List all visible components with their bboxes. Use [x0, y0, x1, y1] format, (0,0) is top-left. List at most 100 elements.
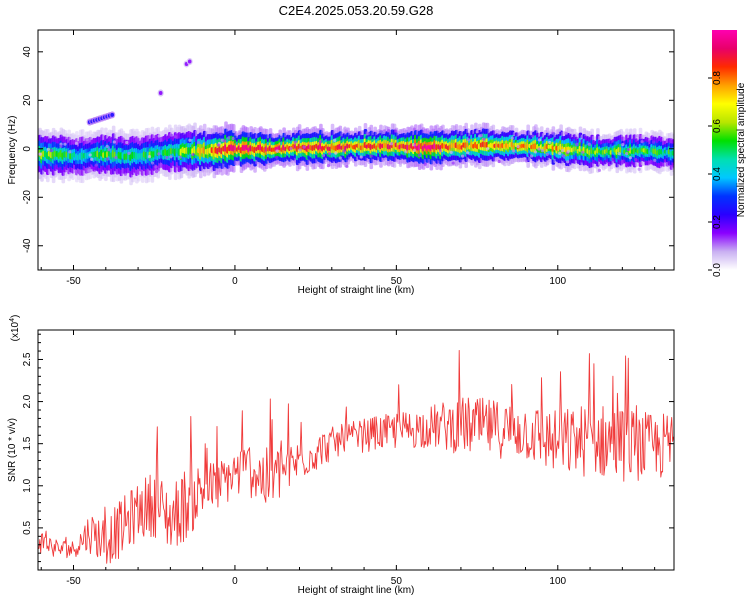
spectrogram-speck	[223, 139, 227, 143]
spectrogram-speck	[302, 145, 306, 149]
spectrogram-speck	[191, 152, 195, 157]
spectrogram-y-axis-title: Frequency (Hz)	[7, 116, 18, 185]
spectrogram-speck	[286, 161, 291, 165]
spectrogram-speck	[49, 148, 53, 153]
figure-title: C2E4.2025.053.20.59.G28	[279, 3, 434, 18]
spectrogram-speck	[321, 154, 325, 158]
spectrogram-speck	[404, 150, 408, 154]
snr-x-tick-label: -50	[66, 576, 81, 587]
spectrogram-speck	[345, 164, 349, 168]
snr-x-tick-label: 100	[549, 576, 566, 587]
spectrogram-speck	[545, 152, 550, 156]
colorbar-tick-label: 0.6	[712, 119, 723, 133]
spectrogram-speck	[438, 149, 443, 153]
colorbar-title: Normalized spectral amplitude	[736, 82, 747, 217]
spectrogram-speck	[626, 147, 630, 152]
spectrogram-speck	[298, 148, 302, 152]
snr-y-axis-title: SNR (10 * v/v)	[7, 418, 18, 482]
spectrogram-y-tick-label: -20	[22, 190, 33, 205]
spectrogram-speck	[123, 172, 127, 176]
snr-y-tick-label: 1.0	[22, 478, 33, 492]
spectrogram-speck	[112, 140, 116, 144]
spectrogram-speck	[279, 132, 283, 136]
spectrogram-speck	[127, 151, 131, 155]
snr-series-line	[38, 349, 674, 564]
snr-x-tick-label: 0	[232, 576, 238, 587]
spectrogram-speck	[216, 143, 221, 147]
snr-frame	[37, 329, 675, 571]
spectrogram-speck	[369, 154, 373, 158]
spectrogram-speck	[481, 162, 485, 166]
spectrogram-speck	[382, 130, 386, 135]
spectrogram-x-tick-label: 100	[549, 276, 566, 287]
spectrogram-speck	[466, 151, 470, 155]
colorbar-tick-label: 0.4	[712, 167, 723, 181]
spectrogram-speck	[105, 144, 109, 148]
spectrogram-speck	[275, 149, 279, 153]
spectrogram-speck	[531, 134, 535, 138]
spectrogram-speck	[566, 149, 571, 153]
snr-y-tick-label: 0.5	[22, 521, 33, 535]
spectrogram-speck	[147, 154, 152, 159]
spectrogram-y-ticks: -40 -20 0 20 40	[22, 46, 674, 253]
spectrogram-speck	[232, 129, 236, 134]
spectrogram-speck	[537, 138, 542, 142]
snr-multiplier-base: (x10	[10, 321, 21, 341]
colorbar-ticks: 0.0 0.2 0.4 0.6 0.8	[708, 71, 723, 277]
spectrogram-speck	[318, 140, 322, 144]
colorbar-tick-label: 0.8	[712, 71, 723, 85]
spectrogram-speck	[289, 146, 293, 151]
spectrogram-speck	[272, 163, 277, 167]
snr-panel: -50 0 50 100 0.5 1.0 1.5 2.0 2.5 Height of stra…	[7, 315, 675, 596]
spectrogram-speck	[398, 163, 402, 167]
spectrogram-speck	[114, 155, 118, 160]
spectrogram-speck	[197, 141, 201, 145]
spectrogram-speck	[640, 140, 644, 144]
spectrogram-y-tick-label: 0	[22, 146, 33, 152]
spectrogram-speck	[625, 152, 629, 156]
snr-y-tick-label: 2.5	[22, 352, 33, 366]
snr-x-ticks: -50 0 50 100	[40, 330, 656, 587]
spectrogram-speck	[333, 138, 337, 142]
spectrogram-speck	[212, 130, 216, 134]
spectrogram-speck	[366, 132, 370, 136]
spectrogram-speck	[327, 152, 332, 156]
spectrogram-speck	[38, 152, 42, 156]
spectrogram-speck	[524, 159, 528, 163]
spectrogram-x-ticks: -50 0 50 100	[40, 30, 656, 287]
spectrogram-speck	[275, 155, 279, 159]
spectrogram-speck	[449, 150, 453, 154]
spectrogram-speck	[107, 148, 111, 152]
spectrogram-speck	[173, 135, 177, 139]
colorbar-tick-label: 0.2	[712, 215, 723, 229]
spectrogram-speck	[551, 131, 555, 135]
spectrogram-speck	[497, 159, 501, 164]
spectrogram-speck	[169, 133, 173, 137]
snr-y-ticks: 0.5 1.0 1.5 2.0 2.5	[22, 333, 674, 563]
spectrogram-speck	[231, 136, 235, 141]
snr-x-axis-title: Height of straight line (km)	[298, 585, 415, 596]
spectrogram-speck	[597, 168, 602, 172]
spectrogram-speck	[423, 162, 427, 166]
spectrogram-speck	[566, 160, 570, 164]
colorbar: 0.0 0.2 0.4 0.6 0.8 Normalized spectral ampl…	[708, 30, 747, 277]
spectrogram-x-tick-label: 50	[391, 276, 403, 287]
spectrogram-x-axis-title: Height of straight line (km)	[298, 285, 415, 296]
spectrogram-speck	[475, 130, 479, 134]
spectrogram-speck	[486, 147, 490, 151]
spectrogram-cells	[38, 58, 674, 186]
spectrogram-y-tick-label: -40	[22, 238, 33, 253]
spectrogram-speck	[338, 156, 342, 160]
snr-x-tick-label: 50	[391, 576, 403, 587]
spectrogram-speck	[587, 142, 591, 146]
spectrogram-speck	[94, 163, 98, 167]
spectrogram-speck	[241, 164, 245, 169]
spectrogram-speck	[511, 149, 516, 153]
snr-multiplier: (x104)	[9, 315, 21, 342]
spectrogram-y-tick-label: 20	[22, 94, 33, 106]
spectrogram-speck	[169, 155, 173, 159]
spectrogram-speck	[293, 140, 297, 144]
spectrogram-speck	[533, 150, 538, 154]
spectrogram-y-tick-label: 40	[22, 46, 33, 58]
